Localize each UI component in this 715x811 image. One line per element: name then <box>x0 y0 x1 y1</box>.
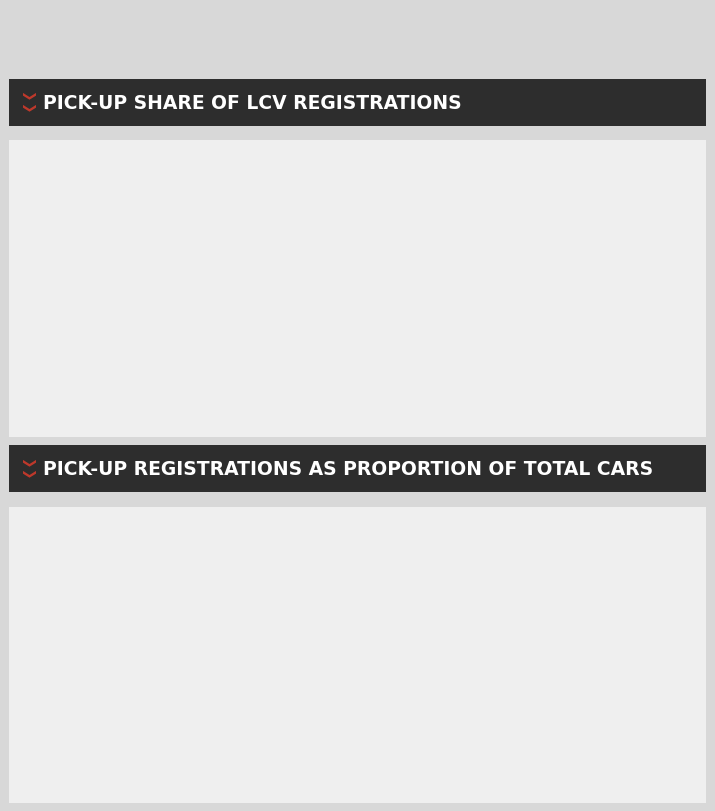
Text: PICK-UP REGISTRATIONS AS PROPORTION OF TOTAL CARS: PICK-UP REGISTRATIONS AS PROPORTION OF T… <box>43 459 653 478</box>
Text: ❯: ❯ <box>20 92 33 101</box>
Text: PICK-UP SHARE OF LCV REGISTRATIONS: PICK-UP SHARE OF LCV REGISTRATIONS <box>43 93 461 113</box>
Text: ❯: ❯ <box>20 457 33 467</box>
Text: ❯: ❯ <box>20 469 33 478</box>
Text: ❯: ❯ <box>20 103 33 113</box>
